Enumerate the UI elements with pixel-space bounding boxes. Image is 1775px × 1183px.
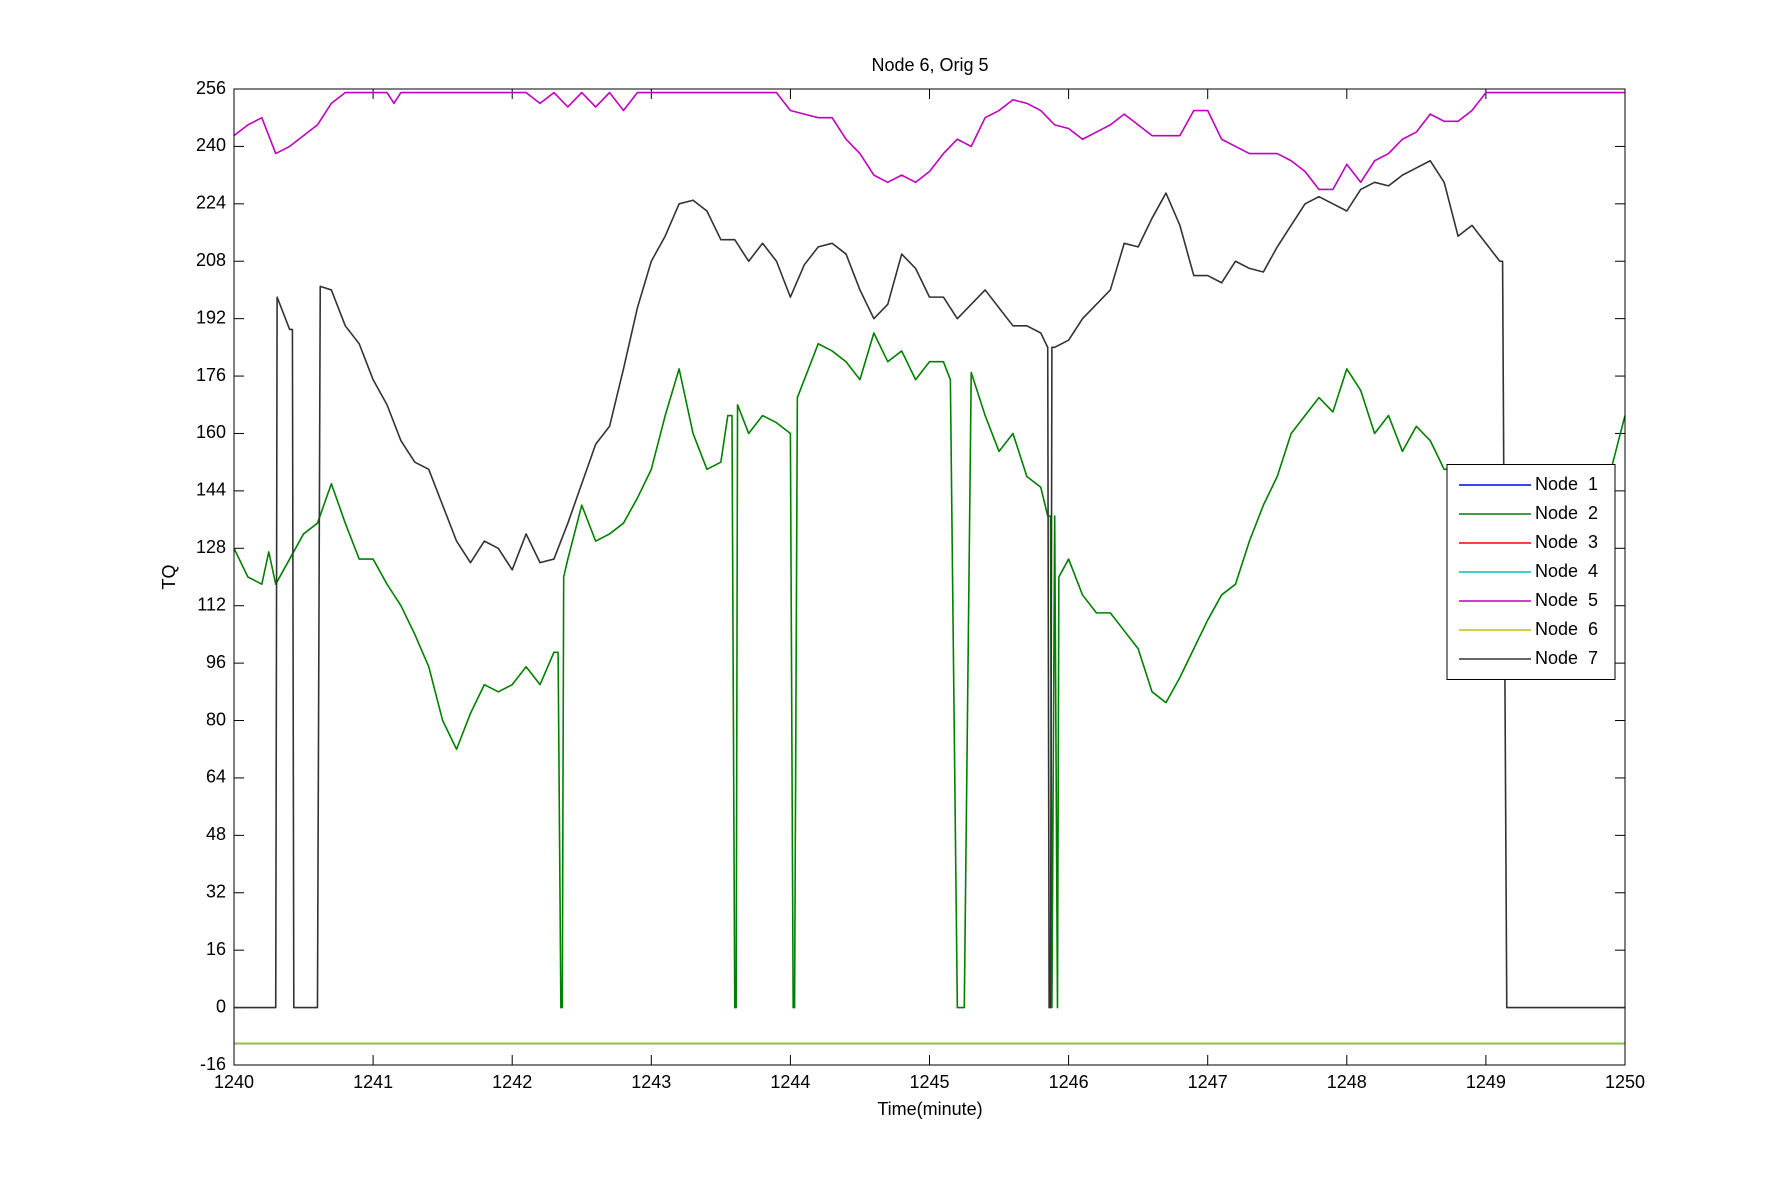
- legend-label: Node 5: [1535, 590, 1598, 610]
- x-tick-label: 1242: [492, 1072, 532, 1092]
- y-tick-label: 16: [206, 939, 226, 959]
- y-tick-label: 192: [196, 307, 226, 327]
- y-tick-label: 96: [206, 652, 226, 672]
- y-tick-label: 256: [196, 78, 226, 98]
- legend-label: Node 7: [1535, 648, 1598, 668]
- y-tick-label: 144: [196, 480, 226, 500]
- x-tick-label: 1248: [1327, 1072, 1367, 1092]
- x-tick-label: 1243: [631, 1072, 671, 1092]
- legend-label: Node 6: [1535, 619, 1598, 639]
- y-tick-label: 48: [206, 824, 226, 844]
- y-tick-label: -16: [200, 1054, 226, 1074]
- legend-label: Node 1: [1535, 474, 1598, 494]
- chart-title: Node 6, Orig 5: [871, 55, 988, 75]
- y-tick-label: 112: [197, 594, 226, 614]
- y-tick-label: 128: [196, 537, 226, 557]
- x-axis-label: Time(minute): [877, 1099, 982, 1119]
- plot-frame: [233, 88, 1626, 1066]
- y-tick-label: 160: [196, 422, 226, 442]
- x-tick-label: 1250: [1605, 1072, 1645, 1092]
- series-line: [234, 159, 1625, 1009]
- x-tick-label: 1241: [353, 1072, 393, 1092]
- x-tick-label: 1249: [1466, 1072, 1506, 1092]
- x-tick-label: 1247: [1188, 1072, 1228, 1092]
- y-tick-label: 32: [206, 882, 226, 902]
- x-tick-label: 1245: [909, 1072, 949, 1092]
- y-tick-label: 0: [216, 996, 226, 1016]
- y-tick-label: 224: [196, 193, 226, 213]
- y-axis-label: TQ: [159, 565, 179, 590]
- legend-label: Node 4: [1535, 561, 1598, 581]
- x-tick-label: 1244: [770, 1072, 810, 1092]
- y-tick-label: 80: [206, 709, 226, 729]
- legend: Node 1 Node 2 Node 3 Node 4 Node 5 Node 6 Node…: [1446, 464, 1616, 680]
- y-tick-label: 176: [196, 365, 226, 385]
- x-tick-label: 1246: [1049, 1072, 1089, 1092]
- legend-label: Node 2: [1535, 503, 1598, 523]
- x-tick-label: 1240: [214, 1072, 254, 1092]
- y-tick-label: 240: [196, 135, 226, 155]
- y-tick-label: 208: [196, 250, 226, 270]
- series-line: [233, 91, 1625, 191]
- legend-label: Node 3: [1535, 532, 1598, 552]
- y-tick-label: 64: [206, 767, 226, 787]
- series-line: [233, 332, 1626, 1009]
